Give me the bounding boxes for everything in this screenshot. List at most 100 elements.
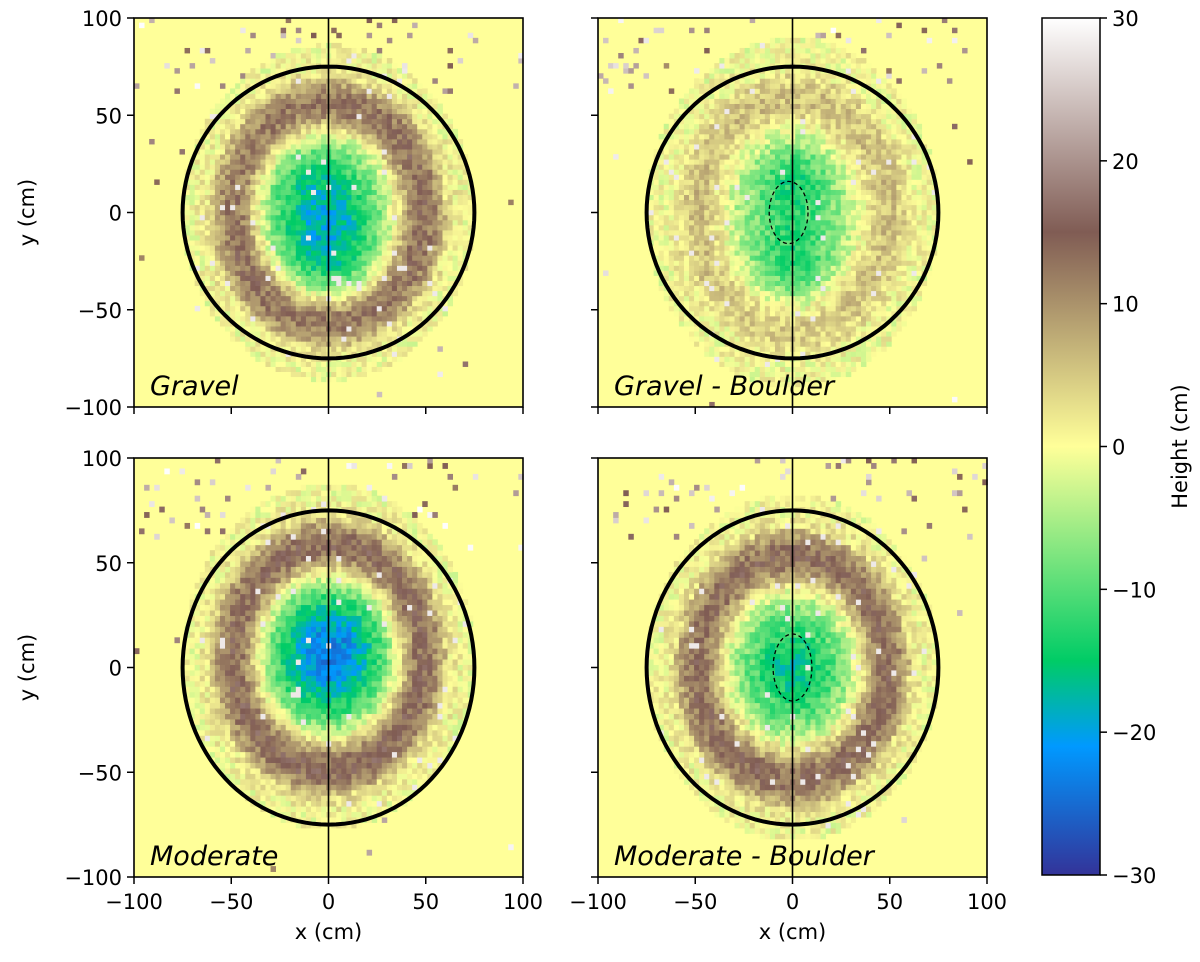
- heat-cell: [391, 174, 398, 180]
- heat-cell: [714, 356, 720, 362]
- heat-cell: [376, 230, 383, 236]
- heat-cell: [764, 149, 771, 155]
- heat-cell: [442, 235, 448, 241]
- heat-cell: [260, 315, 266, 322]
- heat-cell: [673, 209, 680, 216]
- heat-cell: [724, 305, 730, 312]
- heat-cell: [704, 315, 710, 322]
- heat-cell: [759, 376, 766, 383]
- heat-cell: [402, 118, 408, 125]
- heat-cell: [351, 336, 357, 342]
- heat-cell: [663, 250, 670, 256]
- heat-cell: [673, 133, 680, 140]
- heat-cell: [402, 88, 408, 94]
- heat-cell: [280, 169, 287, 175]
- heat-cell: [230, 326, 236, 332]
- heat-cell: [734, 351, 740, 357]
- heat-cell: [316, 250, 322, 256]
- heat-cell: [356, 144, 362, 150]
- heat-cell: [795, 37, 801, 44]
- heat-cell: [300, 128, 307, 135]
- heat-cell: [245, 230, 251, 236]
- heat-cell: [764, 255, 771, 261]
- heat-cell: [800, 184, 806, 190]
- heat-cell: [280, 285, 287, 292]
- heat-cell: [402, 315, 408, 322]
- heat-cell: [204, 240, 211, 246]
- heat-cell: [769, 381, 776, 388]
- heat-cell: [270, 98, 276, 104]
- heat-cell: [295, 240, 302, 246]
- heat-cell: [290, 310, 297, 317]
- heat-cell: [280, 341, 287, 347]
- heat-cell: [729, 88, 735, 94]
- heat-cell: [255, 159, 261, 165]
- heat-cell: [321, 194, 327, 201]
- heat-cell: [310, 245, 317, 251]
- heat-cell: [749, 53, 756, 59]
- heat-cell: [255, 250, 261, 256]
- heat-cell: [663, 149, 670, 155]
- heat-cell: [316, 240, 322, 246]
- heat-cell: [754, 290, 761, 297]
- heat-cell: [321, 240, 327, 246]
- heat-cell: [689, 93, 695, 99]
- heat-cell: [734, 204, 740, 211]
- heat-cell: [295, 179, 302, 185]
- heat-cell: [396, 149, 403, 155]
- heat-cell: [744, 108, 751, 115]
- heat-cell: [235, 300, 241, 307]
- heat-cell: [336, 260, 342, 266]
- heat-cell: [759, 133, 766, 140]
- heat-cell: [381, 128, 388, 135]
- heat-cell: [805, 230, 811, 236]
- heat-cell: [402, 144, 408, 150]
- heat-cell: [361, 123, 368, 130]
- heat-cell: [749, 73, 756, 79]
- heat-cell: [749, 336, 756, 342]
- heat-cell: [310, 280, 317, 287]
- heat-cell: [255, 179, 261, 185]
- heat-cell: [295, 290, 302, 297]
- heat-cell: [785, 275, 791, 281]
- heat-cell: [386, 154, 393, 160]
- heat-cell: [618, 53, 624, 59]
- heat-cell: [689, 138, 695, 145]
- heat-cell: [694, 280, 700, 287]
- heat-cell: [744, 235, 751, 241]
- heat-cell: [729, 123, 735, 130]
- heat-cell: [800, 219, 806, 226]
- heat-cell: [795, 214, 801, 221]
- heat-cell: [447, 275, 453, 281]
- heat-cell: [447, 235, 453, 241]
- heat-cell: [764, 179, 771, 185]
- heat-cell: [275, 68, 282, 74]
- heat-cell: [305, 103, 312, 110]
- heat-cell: [683, 189, 690, 196]
- heat-cell: [714, 159, 720, 165]
- heat-cell: [704, 255, 710, 261]
- heat-cell: [764, 58, 771, 64]
- heat-cell: [316, 174, 322, 180]
- heat-cell: [295, 53, 302, 59]
- heat-cell: [764, 346, 771, 352]
- heat-cell: [341, 341, 347, 347]
- heat-cell: [219, 235, 226, 241]
- heat-cell: [769, 58, 776, 64]
- heat-cell: [805, 103, 811, 110]
- heat-cell: [381, 275, 388, 281]
- heat-cell: [417, 230, 423, 236]
- heat-cell: [285, 123, 292, 130]
- heat-cell: [729, 356, 735, 362]
- heat-cell: [422, 235, 428, 241]
- heat-cell: [356, 336, 362, 342]
- heat-cell: [336, 73, 342, 79]
- heat-cell: [769, 88, 776, 94]
- heat-cell: [305, 123, 312, 130]
- heat-cell: [754, 194, 761, 201]
- heat-cell: [719, 219, 725, 226]
- heat-cell: [432, 240, 438, 246]
- heat-cell: [780, 174, 786, 180]
- heat-cell: [321, 68, 327, 74]
- heat-cell: [719, 179, 725, 185]
